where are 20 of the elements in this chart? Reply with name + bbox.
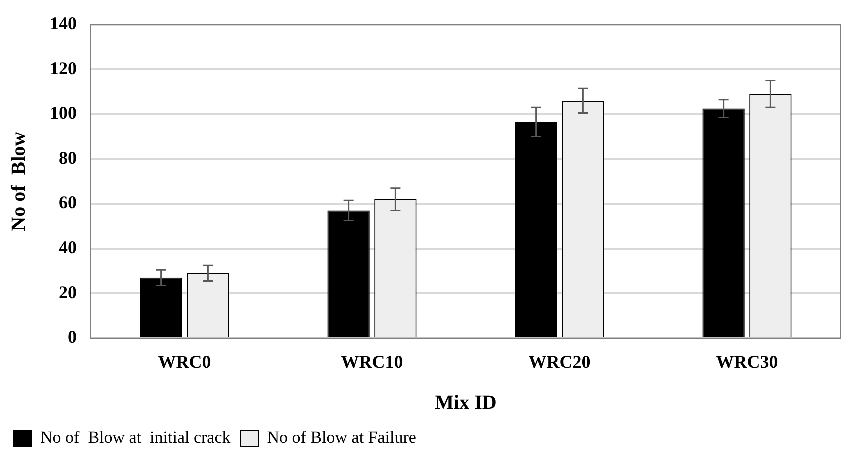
bar — [702, 108, 745, 338]
y-tick-label: 120 — [50, 58, 77, 78]
x-tick-label: WRC30 — [716, 352, 778, 372]
bar — [140, 278, 182, 338]
y-tick-label: 20 — [59, 282, 77, 302]
legend-label: No of Blow at initial crack — [40, 428, 232, 447]
y-tick-label: 40 — [59, 237, 77, 258]
bar — [328, 210, 370, 338]
y-tick-label: 100 — [50, 103, 77, 124]
y-axis-title: No of Blow — [8, 131, 30, 232]
y-tick-label: 80 — [59, 148, 77, 168]
y-tick-label: 140 — [50, 13, 77, 34]
bar — [515, 122, 558, 338]
x-tick-label: WRC0 — [158, 352, 212, 372]
y-tick-label: 60 — [59, 192, 77, 213]
x-tick-label: WRC10 — [341, 352, 404, 372]
legend-label: No of Blow at Failure — [267, 428, 416, 447]
x-tick-label: WRC20 — [528, 352, 591, 372]
y-tick-label: 0 — [68, 327, 77, 348]
x-axis-title: Mix ID — [435, 392, 497, 414]
